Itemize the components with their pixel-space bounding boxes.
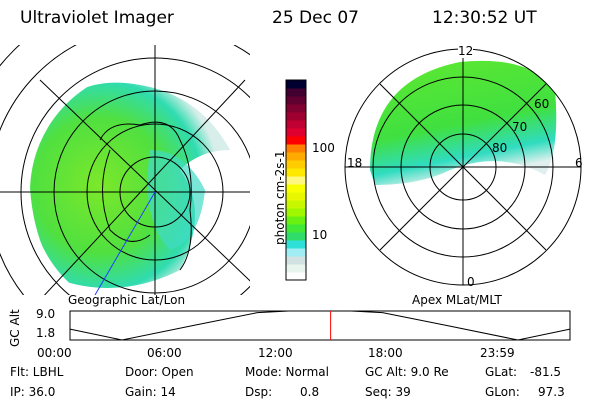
colorbar-segment (286, 240, 306, 249)
colorbar-segment (286, 256, 306, 265)
lat-70: 70 (512, 120, 528, 134)
right-map-label: Apex MLat/MLT (412, 293, 502, 307)
date: 25 Dec 07 (272, 8, 359, 28)
dsp-value: 0.8 (300, 385, 320, 399)
colorbar-segment (286, 136, 306, 145)
colorbar-segment (286, 200, 306, 209)
seq: Seq: 39 (365, 385, 411, 399)
colorbar-segment (286, 80, 306, 89)
geographic-map (0, 45, 250, 295)
ytick-9: 9.0 (36, 307, 56, 321)
lat-80: 80 (492, 141, 508, 155)
colorbar-segment (286, 216, 306, 225)
colorbar-segment (286, 184, 306, 193)
colorbar-segment (286, 120, 306, 129)
colorbar-segment (286, 168, 306, 177)
colorbar-segment (286, 272, 306, 281)
xtick-12: 12:00 (258, 346, 293, 360)
colorbar-segment (286, 144, 306, 153)
xtick-18: 18:00 (368, 346, 403, 360)
ytick-1.8: 1.8 (36, 326, 56, 340)
glon-label: GLon: (485, 385, 520, 399)
dsp-label: Dsp: (245, 385, 273, 399)
colorbar-tick-10: 10 (312, 228, 328, 242)
glat-label: GLat: (485, 365, 518, 379)
mlt-6: 6 (575, 156, 583, 170)
instrument-title: Ultraviolet Imager (20, 8, 174, 28)
glon-value: 97.3 (538, 385, 565, 399)
colorbar-segment (286, 264, 306, 273)
xtick-0: 00:00 (37, 346, 72, 360)
colorbar-segment (286, 104, 306, 113)
colorbar-segment (286, 176, 306, 185)
colorbar-label: photon cm-2s-1 (273, 150, 287, 246)
colorbar-segment (286, 160, 306, 169)
colorbar-segment (286, 88, 306, 97)
door: Door: Open (125, 365, 194, 379)
colorbar-segment (286, 232, 306, 241)
left-map-label: Geographic Lat/Lon (68, 293, 186, 307)
colorbar-segment (286, 208, 306, 217)
xtick-6: 06:00 (147, 346, 182, 360)
gc-alt: GC Alt: 9.0 Re (365, 365, 449, 379)
colorbar-segment (286, 248, 306, 257)
mlt-0: 0 (467, 275, 475, 289)
lat-60: 60 (534, 97, 550, 111)
time: 12:30:52 UT (432, 8, 537, 28)
filter: Flt: LBHL (10, 365, 64, 379)
glat-value: -81.5 (530, 365, 562, 379)
colorbar (286, 80, 306, 281)
colorbar-segment (286, 128, 306, 137)
altitude-ylabel: GC Alt (8, 309, 22, 347)
colorbar-segment (286, 224, 306, 233)
colorbar-segment (286, 152, 306, 161)
mlt-12: 12 (458, 44, 474, 58)
colorbar-segment (286, 112, 306, 121)
ip: IP: 36.0 (10, 385, 56, 399)
magnetic-map (344, 48, 582, 286)
gain: Gain: 14 (125, 385, 176, 399)
mode: Mode: Normal (245, 365, 329, 379)
colorbar-tick-100: 100 (312, 141, 335, 155)
altitude-plot-frame (69, 310, 571, 341)
colorbar-segment (286, 96, 306, 105)
colorbar-segment (286, 192, 306, 201)
mlt-18: 18 (347, 156, 363, 170)
xtick-24: 23:59 (480, 346, 515, 360)
altitude-line (69, 310, 571, 341)
